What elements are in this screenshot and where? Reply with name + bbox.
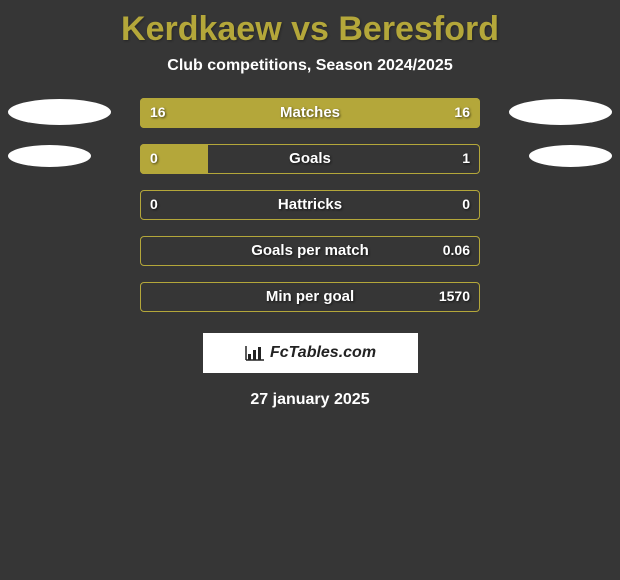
stat-value-right: 0: [462, 196, 470, 212]
stat-label: Min per goal: [266, 288, 354, 305]
stat-row: 0 Goals 1: [0, 139, 620, 185]
stat-row: Goals per match 0.06: [0, 231, 620, 277]
stat-label: Hattricks: [278, 196, 342, 213]
stats-container: 16 Matches 16 0 Goals 1 0 Hattricks 0 Goals per m…: [0, 93, 620, 323]
stat-row: 16 Matches 16: [0, 93, 620, 139]
stat-label: Matches: [280, 104, 340, 121]
bar-chart-icon: [244, 344, 266, 362]
stat-row: Min per goal 1570: [0, 277, 620, 323]
ellipse-left: [8, 99, 111, 125]
stat-value-right: 1: [462, 150, 470, 166]
stat-bar: Min per goal 1570: [140, 282, 480, 312]
stat-value-left: 16: [150, 104, 166, 120]
page-title: Kerdkaew vs Beresford: [0, 0, 620, 57]
stat-value-right: 16: [454, 104, 470, 120]
stat-bar: Goals per match 0.06: [140, 236, 480, 266]
ellipse-right: [509, 99, 612, 125]
stat-value-left: 0: [150, 196, 158, 212]
stat-row: 0 Hattricks 0: [0, 185, 620, 231]
ellipse-right: [529, 145, 612, 167]
ellipse-left: [8, 145, 91, 167]
logo-box: FcTables.com: [203, 333, 418, 373]
logo-text: FcTables.com: [270, 344, 376, 362]
stat-bar: 0 Goals 1: [140, 144, 480, 174]
stat-bar: 0 Hattricks 0: [140, 190, 480, 220]
subtitle: Club competitions, Season 2024/2025: [0, 57, 620, 93]
date-line: 27 january 2025: [0, 391, 620, 409]
stat-value-right: 0.06: [443, 242, 470, 258]
stat-bar: 16 Matches 16: [140, 98, 480, 128]
stat-label: Goals per match: [251, 242, 369, 259]
stat-label: Goals: [289, 150, 331, 167]
stat-value-right: 1570: [439, 288, 470, 304]
stat-value-left: 0: [150, 150, 158, 166]
